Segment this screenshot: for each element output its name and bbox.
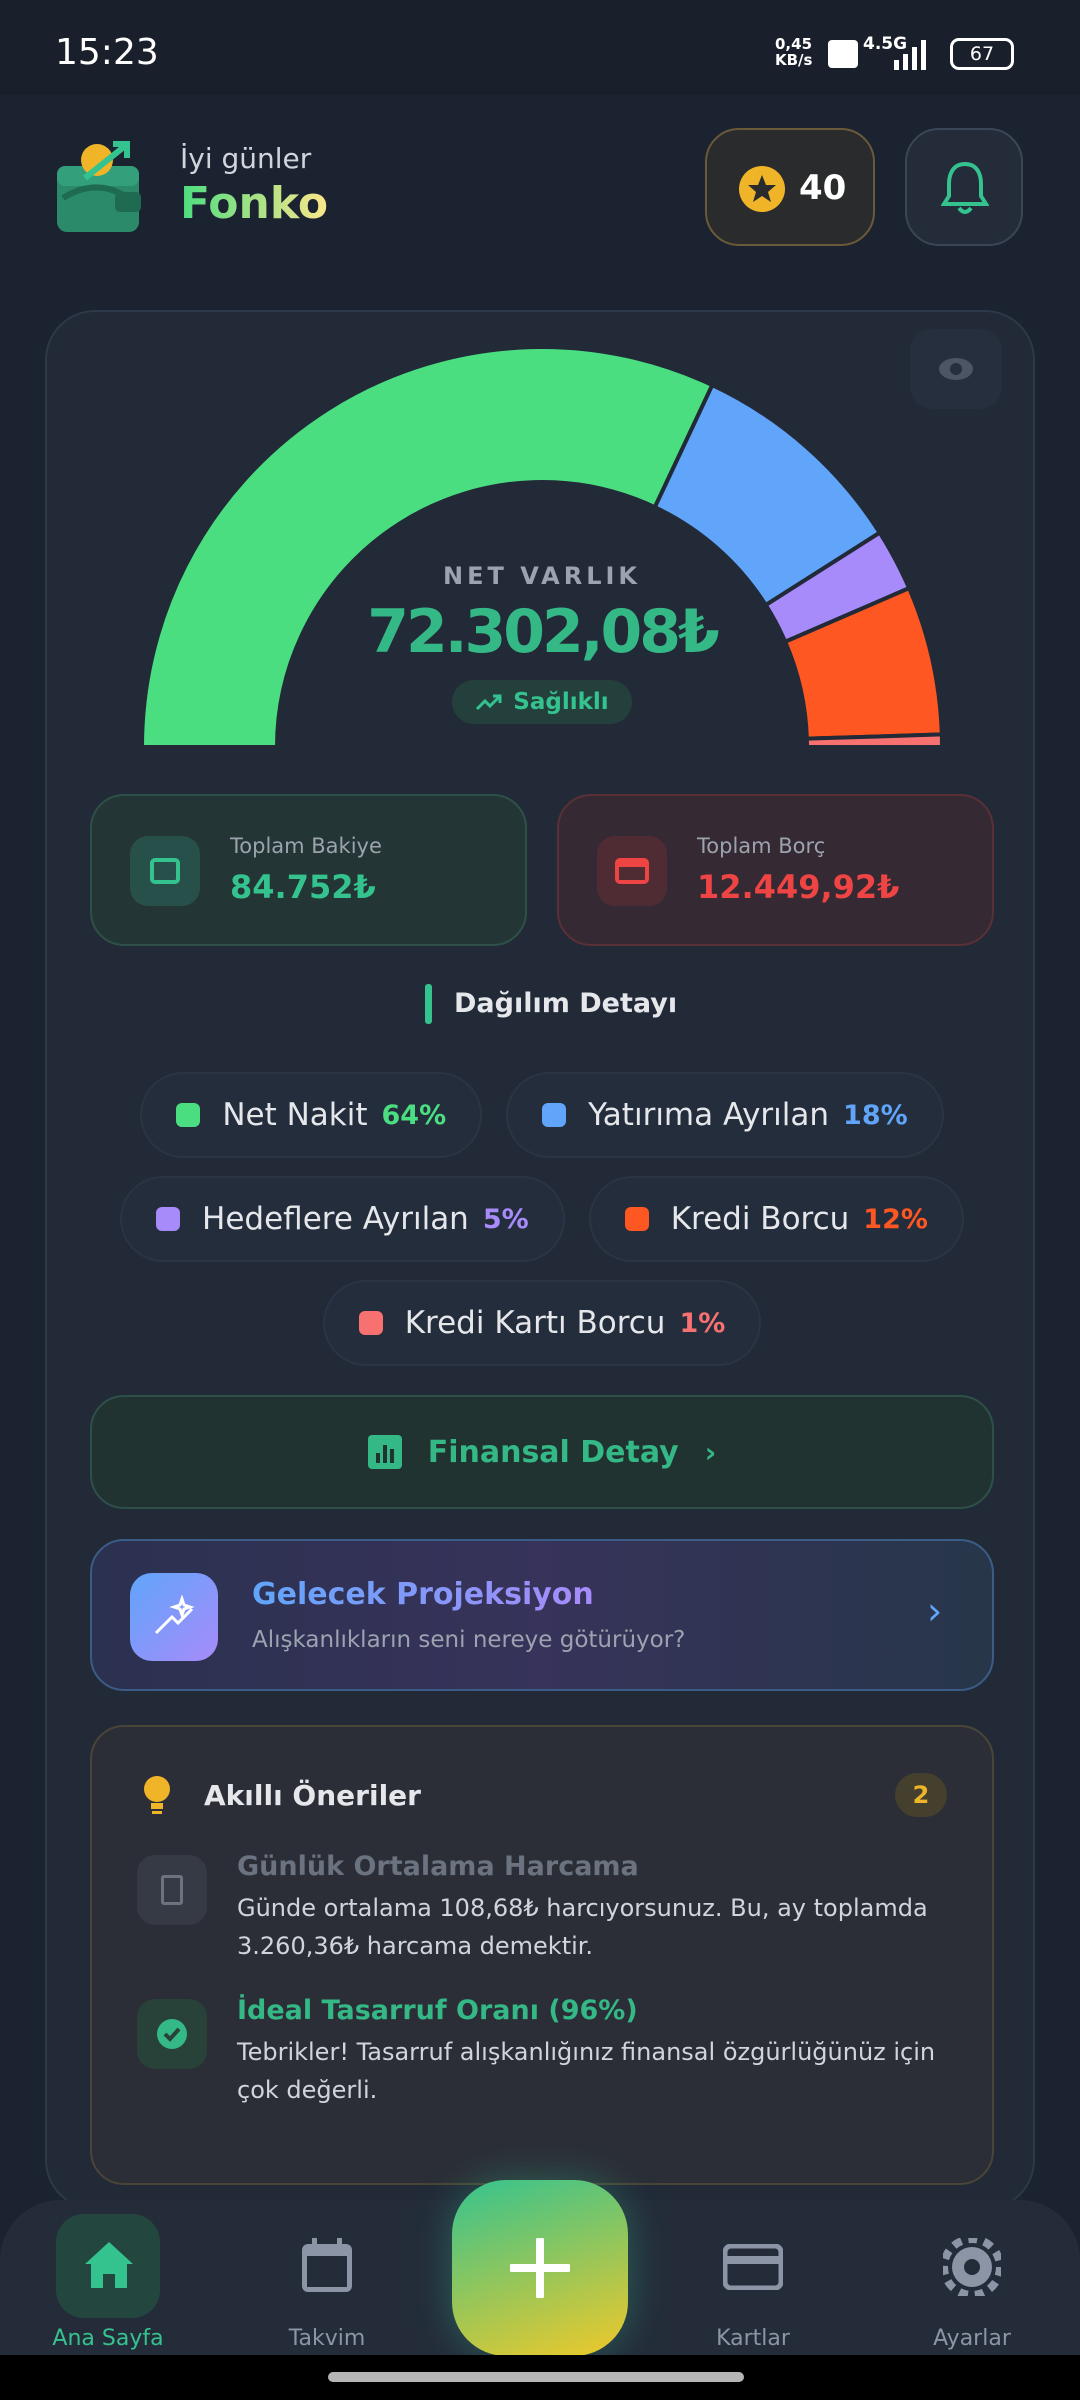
suggestion-title: İdeal Tasarruf Oranı (96%) — [237, 1995, 638, 2026]
legend-value: 5% — [482, 1203, 529, 1235]
gauge-segment — [804, 732, 945, 749]
debt-value: 12.449,92₺ — [697, 868, 900, 906]
status: Sağlıklı — [513, 689, 609, 715]
legend-chip: Yatırıma Ayrılan 18% — [506, 1072, 944, 1158]
battery: 67 — [950, 38, 1014, 70]
projection-card[interactable]: Gelecek Projeksiyon Alışkanlıkların seni… — [90, 1539, 994, 1691]
nav-label[interactable]: Kartlar — [716, 2326, 790, 2351]
settings-icon[interactable] — [943, 2238, 1001, 2296]
legend-label: Kredi Borcu — [670, 1201, 850, 1237]
visibility-toggle[interactable] — [910, 329, 1002, 409]
nav-label[interactable]: Takvim — [288, 2326, 366, 2351]
net-worth-label: NET VARLIK — [442, 562, 642, 590]
bulb-icon — [144, 1776, 170, 1814]
legend-swatch — [176, 1103, 201, 1127]
network: 4.5G — [863, 34, 908, 54]
financial-detail-button[interactable]: Finansal Detay › — [90, 1395, 994, 1509]
points-button[interactable]: 40 — [705, 128, 875, 246]
title-accent — [425, 984, 432, 1024]
star-icon — [739, 166, 785, 212]
system-bar — [0, 2355, 1080, 2400]
legend-row: Hedeflere Ayrılan 5% Kredi Borcu 12% — [47, 1176, 1037, 1262]
home-tab[interactable] — [56, 2214, 160, 2318]
legend-row: Kredi Kartı Borcu 1% — [47, 1280, 1037, 1366]
main-card: NET VARLIK 72.302,08₺ Sağlıklı Toplam Ba… — [45, 310, 1035, 2210]
legend-chip: Hedeflere Ayrılan 5% — [120, 1176, 565, 1262]
suggestions-card: Akıllı Öneriler 2 Günlük Ortalama Harcam… — [90, 1725, 994, 2185]
legend-row: Net Nakit 64% Yatırıma Ayrılan 18% — [47, 1072, 1037, 1158]
legend-label: Yatırıma Ayrılan — [588, 1097, 830, 1133]
projection-subtitle: Alışkanlıkların seni nereye götürüyor? — [252, 1627, 686, 1653]
status-pill: Sağlıklı — [452, 680, 632, 724]
sparkle-icon — [130, 1573, 218, 1661]
legend-value: 12% — [863, 1203, 928, 1235]
legend-label: Net Nakit — [222, 1097, 368, 1133]
chevron: › — [927, 1589, 943, 1633]
speed: 0,45 KB/s — [775, 35, 813, 69]
check-icon — [137, 1999, 207, 2069]
legend-swatch — [542, 1103, 567, 1127]
net-worth-value: 72.302,08₺ — [367, 597, 720, 667]
legend-label: Kredi Kartı Borcu — [404, 1305, 666, 1341]
suggestion-title: Günlük Ortalama Harcama — [237, 1851, 639, 1882]
calendar-icon[interactable] — [300, 2238, 354, 2294]
bell-icon — [941, 161, 989, 214]
legend-chip: Kredi Kartı Borcu 1% — [322, 1280, 762, 1366]
app-name: Fonko — [180, 178, 329, 229]
suggestions-title: Akıllı Öneriler — [204, 1779, 421, 1812]
trend-icon — [476, 694, 502, 711]
card-icon[interactable] — [723, 2244, 783, 2290]
logo — [57, 141, 141, 232]
balance-label: Toplam Bakiye — [230, 834, 382, 858]
status-bar: 15:23 0,45 KB/s 4.5G 67 — [0, 0, 1080, 95]
suggestion-text: Tebrikler! Tasarruf alışkanlığınız finan… — [237, 2038, 936, 2104]
time: 15:23 — [55, 32, 159, 73]
projection-title: Gelecek Projeksiyon — [252, 1577, 594, 1612]
greeting: İyi günler — [180, 142, 312, 175]
points: 40 — [799, 168, 847, 208]
legend-chip: Net Nakit 64% — [140, 1072, 483, 1158]
gauge-segment — [139, 345, 715, 749]
legend-value: 1% — [679, 1307, 726, 1339]
gauge — [139, 345, 945, 749]
distribution-title: Dağılım Detayı — [454, 988, 678, 1019]
financial-detail: Finansal Detay — [427, 1434, 679, 1470]
balance-value: 84.752₺ — [230, 868, 376, 906]
debt-card: Toplam Borç 12.449,92₺ — [557, 794, 994, 946]
wallet-icon — [130, 836, 200, 906]
legend-chip: Kredi Borcu 12% — [588, 1176, 964, 1262]
add-button[interactable] — [452, 2180, 628, 2356]
card-icon — [597, 836, 667, 906]
signal-icon — [894, 40, 926, 70]
nav-label[interactable]: Ana Sayfa — [52, 2326, 164, 2351]
suggestion-text: Günde ortalama 108,68₺ harcıyorsunuz. Bu… — [237, 1894, 928, 1960]
nav-label[interactable]: Ayarlar — [933, 2326, 1011, 2351]
legend-label: Hedeflere Ayrılan — [202, 1201, 469, 1237]
debt-label: Toplam Borç — [697, 834, 826, 858]
eye-icon — [939, 358, 973, 380]
legend-value: 64% — [381, 1099, 447, 1131]
legend-swatch — [624, 1207, 649, 1231]
legend-value: 18% — [843, 1099, 908, 1131]
suggestions-count: 2 — [895, 1773, 947, 1817]
legend-swatch — [358, 1311, 383, 1335]
receipt-icon — [137, 1855, 207, 1925]
notification-button[interactable] — [905, 128, 1023, 246]
chart-icon — [367, 1435, 402, 1469]
legend-swatch — [156, 1207, 181, 1231]
volte-icon — [828, 40, 858, 68]
balance-card: Toplam Bakiye 84.752₺ — [90, 794, 527, 946]
